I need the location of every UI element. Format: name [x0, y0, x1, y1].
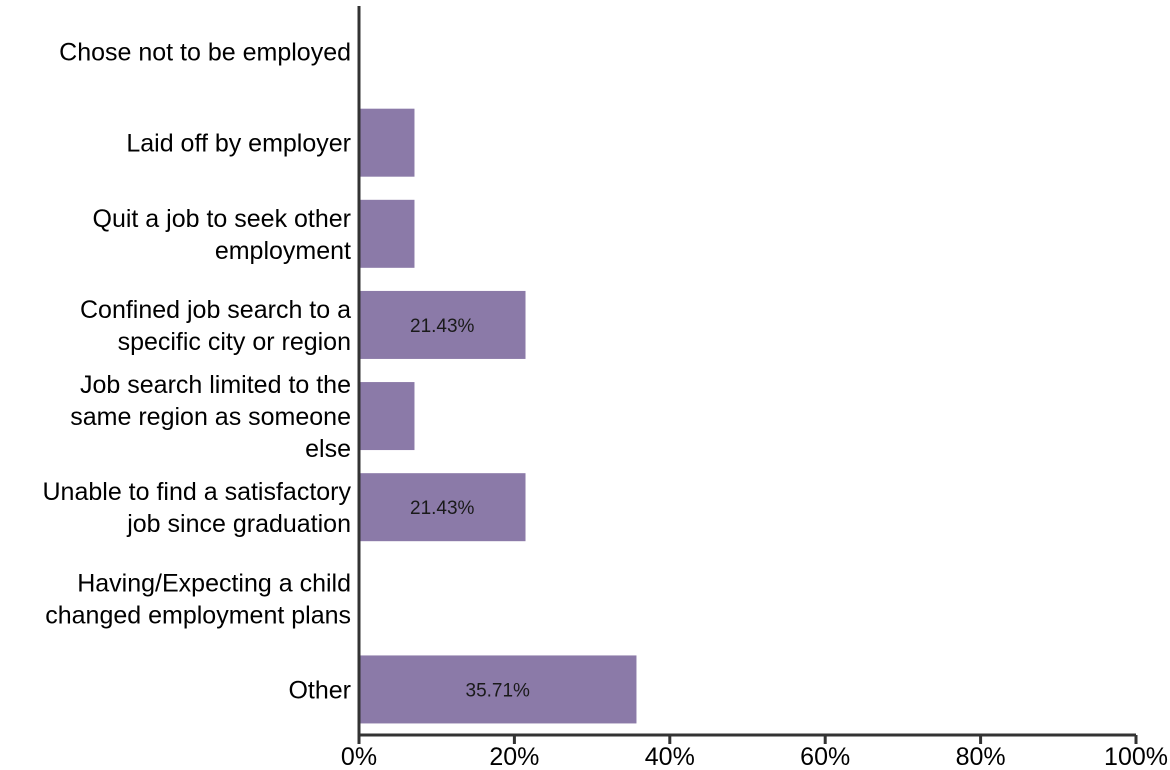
- category-label-line: Unable to find a satisfactory: [43, 478, 352, 506]
- bar: [360, 108, 415, 177]
- category-label-line: Quit a job to seek other: [93, 205, 351, 233]
- bar: [360, 382, 415, 451]
- category-label: Confined job search to a specific city or…: [80, 296, 351, 356]
- bar: [360, 199, 415, 268]
- category-label-line: employment: [215, 237, 351, 265]
- category-label: Job search limited to the same region as …: [70, 371, 351, 463]
- category-label-line: changed employment plans: [45, 601, 351, 629]
- category-label-line: else: [305, 435, 351, 463]
- category-label: Chose not to be employed: [59, 39, 351, 67]
- x-tick-label: 80%: [956, 743, 1006, 770]
- bar-data-label: 21.43%: [410, 316, 475, 337]
- x-tick-label: 40%: [645, 743, 695, 770]
- bar-data-label: 21.43%: [410, 498, 475, 519]
- x-tick-label: 60%: [800, 743, 850, 770]
- category-label-line: Laid off by employer: [126, 130, 351, 158]
- category-label: Unable to find a satisfactory job since g…: [43, 478, 352, 538]
- bar: [360, 290, 526, 359]
- category-label-line: job since graduation: [126, 510, 351, 538]
- category-label: Other: [288, 676, 351, 704]
- category-label-line: Having/Expecting a child: [77, 569, 351, 597]
- category-label-line: specific city or region: [118, 328, 351, 356]
- x-tick-label: 20%: [489, 743, 539, 770]
- category-label-line: Chose not to be employed: [59, 39, 351, 67]
- category-label-line: Confined job search to a: [80, 296, 351, 324]
- category-label: Laid off by employer: [126, 130, 351, 158]
- x-tick-label: 0%: [341, 743, 377, 770]
- bar: [360, 655, 637, 724]
- bar-data-label: 35.71%: [466, 680, 531, 701]
- category-label: Quit a job to seek other employment: [93, 205, 352, 265]
- x-tick-label: 100%: [1104, 743, 1168, 770]
- category-label-line: Job search limited to the: [80, 371, 351, 399]
- category-label: Having/Expecting a child changed employme…: [45, 569, 351, 629]
- category-label-line: same region as someone: [70, 403, 351, 431]
- bar: [360, 473, 526, 542]
- category-label-line: Other: [288, 676, 351, 704]
